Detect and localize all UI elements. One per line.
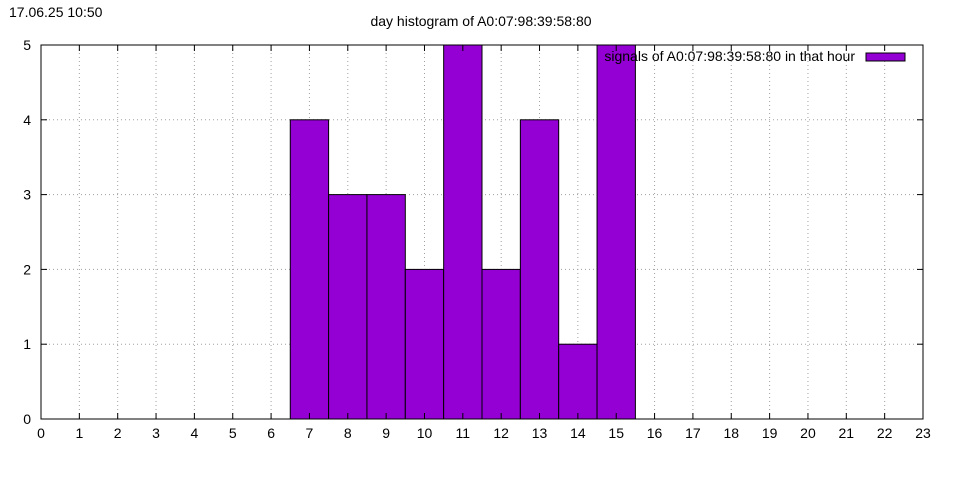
x-tick-label: 17 — [685, 425, 701, 441]
x-tick-label: 2 — [114, 425, 122, 441]
y-tick-label: 0 — [23, 411, 31, 427]
x-tick-label: 0 — [37, 425, 45, 441]
x-tick-label: 5 — [229, 425, 237, 441]
histogram-bar — [366, 194, 406, 420]
x-tick-label: 20 — [800, 425, 816, 441]
y-tick-label: 2 — [23, 261, 31, 277]
axis-ticks: 0 1 2 3 4 5 6 7 8 9 10 11 12 13 14 15 16 17 18 19 20 21 22 2301… — [23, 37, 931, 441]
x-tick-label: 3 — [152, 425, 160, 441]
x-tick-label: 23 — [915, 425, 931, 441]
timestamp: 17.06.25 10:50 — [9, 4, 103, 20]
plot-border — [40, 44, 924, 420]
histogram-bar — [558, 343, 598, 420]
x-tick-label: 1 — [75, 425, 83, 441]
histogram-bar — [481, 268, 521, 420]
x-tick-label: 8 — [344, 425, 352, 441]
histogram-bar — [289, 119, 330, 420]
x-tick-label: 7 — [306, 425, 314, 441]
legend: signals of A0:07:98:39:58:80 in that hou… — [604, 48, 906, 64]
x-tick-label: 12 — [493, 425, 509, 441]
legend-label: signals of A0:07:98:39:58:80 in that hou… — [604, 48, 855, 64]
histogram-bar — [596, 44, 636, 420]
histogram-bar — [328, 194, 368, 420]
x-tick-label: 14 — [570, 425, 586, 441]
y-tick-label: 3 — [23, 187, 31, 203]
x-tick-label: 10 — [417, 425, 433, 441]
histogram-bar — [404, 268, 445, 420]
x-tick-label: 22 — [877, 425, 893, 441]
x-tick-label: 19 — [762, 425, 778, 441]
x-tick-label: 9 — [382, 425, 390, 441]
x-tick-label: 21 — [839, 425, 855, 441]
x-tick-label: 16 — [647, 425, 663, 441]
x-tick-label: 4 — [190, 425, 198, 441]
x-tick-label: 18 — [723, 425, 739, 441]
histogram-bar — [519, 119, 560, 420]
y-tick-label: 1 — [23, 336, 31, 352]
chart-title: day histogram of A0:07:98:39:58:80 — [370, 13, 591, 29]
x-tick-label: 13 — [532, 425, 548, 441]
x-tick-label: 15 — [608, 425, 624, 441]
y-tick-label: 4 — [23, 112, 31, 128]
histogram-bar — [443, 44, 483, 420]
x-tick-label: 6 — [267, 425, 275, 441]
y-tick-label: 5 — [23, 37, 31, 53]
legend-swatch — [865, 52, 906, 62]
x-tick-label: 11 — [456, 425, 471, 441]
bars — [289, 44, 636, 420]
